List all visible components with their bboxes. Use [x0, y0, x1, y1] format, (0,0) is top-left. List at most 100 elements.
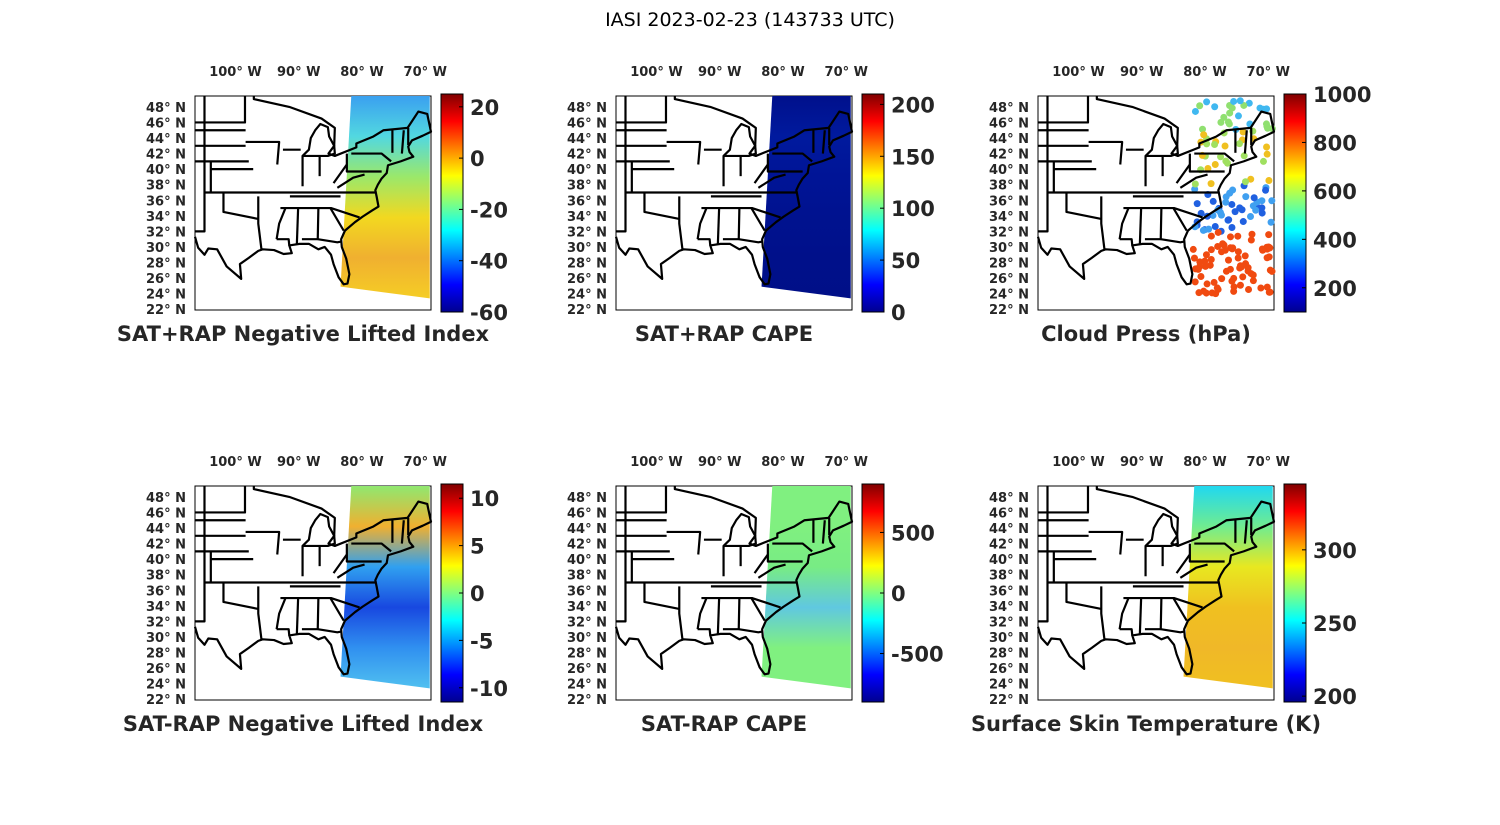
lat-tick-label: 38° N [989, 179, 1029, 194]
state-boundary [643, 582, 680, 611]
data-point [1257, 284, 1265, 292]
data-point [1200, 131, 1208, 139]
data-point [1224, 118, 1232, 126]
data-point [1249, 277, 1257, 285]
lat-tick-label: 42° N [146, 148, 186, 163]
lat-tick-label: 26° N [146, 272, 186, 287]
data-point [1203, 280, 1211, 288]
lat-tick-label: 28° N [567, 647, 607, 662]
state-boundary [821, 520, 826, 544]
data-point [1262, 186, 1270, 194]
lat-tick-label: 30° N [146, 631, 186, 646]
lat-tick-label: 30° N [989, 631, 1029, 646]
lat-tick-label: 46° N [567, 116, 607, 131]
data-point [1235, 140, 1243, 148]
state-boundary [678, 196, 684, 250]
data-point [1217, 153, 1225, 161]
state-boundary [317, 628, 342, 634]
state-boundary [1123, 596, 1203, 609]
data-point [1199, 125, 1207, 133]
data-point [1211, 223, 1219, 231]
state-boundary [195, 96, 206, 233]
colorbar [440, 93, 464, 313]
lat-tick-label: 44° N [989, 522, 1029, 537]
state-boundary [1172, 597, 1188, 622]
panel-title: SAT-RAP CAPE [641, 712, 807, 736]
data-point [1191, 107, 1199, 115]
colorbar-tick-label: -20 [470, 198, 508, 222]
lat-tick-label: 28° N [989, 647, 1029, 662]
colorbar-tick-label: 1000 [1313, 83, 1371, 107]
lat-tick-label: 22° N [989, 303, 1029, 318]
state-boundary [332, 553, 348, 574]
lat-tick-label: 22° N [989, 693, 1029, 708]
state-boundary [753, 163, 769, 184]
lat-tick-label: 24° N [567, 288, 607, 303]
data-swath [340, 486, 430, 689]
lon-tick-label: 70° W [404, 65, 447, 80]
state-boundary [696, 207, 708, 240]
data-point [1230, 97, 1238, 105]
panel-title: SAT-RAP Negative Lifted Index [123, 712, 484, 736]
colorbar-tick-label: 20 [470, 96, 499, 120]
lat-tick-label: 32° N [146, 225, 186, 240]
lat-tick-label: 46° N [567, 506, 607, 521]
data-point [1249, 271, 1257, 279]
lat-tick-label: 36° N [146, 194, 186, 209]
data-point [1202, 251, 1210, 259]
data-point [1228, 200, 1236, 208]
data-point [1240, 152, 1248, 160]
state-boundary [716, 598, 721, 634]
colorbar-tick-label: 0 [470, 147, 485, 171]
lat-tick-label: 38° N [567, 569, 607, 584]
panel-4: 100° W 90° W 80° W 70° W 48° N46° N44° N42° … [123, 455, 508, 736]
data-point [1258, 204, 1266, 212]
state-boundary [1188, 543, 1225, 563]
state-boundary [275, 207, 287, 240]
data-point [1217, 118, 1225, 126]
lat-tick-label: 44° N [567, 522, 607, 537]
lon-tick-label: 80° W [761, 65, 804, 80]
lat-tick-label: 22° N [567, 693, 607, 708]
state-boundary [329, 207, 345, 232]
lat-tick-label: 22° N [146, 303, 186, 318]
state-boundary [1179, 173, 1208, 189]
data-point [1263, 150, 1271, 158]
state-boundary [616, 486, 668, 514]
data-point [1263, 105, 1271, 113]
data-point [1224, 216, 1232, 224]
state-boundary [280, 596, 360, 609]
data-point [1265, 177, 1273, 185]
lat-tick-label: 48° N [146, 491, 186, 506]
data-point [1264, 124, 1272, 132]
lat-tick-label: 40° N [989, 553, 1029, 568]
data-point [1236, 281, 1244, 289]
state-boundary [643, 192, 680, 221]
state-boundary [753, 553, 769, 574]
lat-tick-label: 30° N [989, 241, 1029, 256]
lat-tick-label: 30° N [146, 241, 186, 256]
lat-tick-label: 46° N [146, 116, 186, 131]
data-point [1234, 254, 1242, 262]
colorbar-tick-label: 150 [891, 145, 935, 169]
data-point [1230, 274, 1238, 282]
data-point [1204, 164, 1212, 172]
data-point [1239, 273, 1247, 281]
lat-tick-label: 34° N [567, 600, 607, 615]
lat-tick-label: 24° N [567, 678, 607, 693]
colorbar-tick-label: 500 [891, 521, 935, 545]
lat-tick-label: 34° N [146, 600, 186, 615]
data-point [1247, 236, 1255, 244]
lon-tick-label: 80° W [1183, 65, 1226, 80]
lon-tick-label: 90° W [277, 65, 320, 80]
state-boundary [738, 238, 763, 244]
colorbar-tick-label: 400 [1313, 228, 1357, 252]
data-point [1228, 224, 1236, 232]
state-boundary [1160, 238, 1185, 244]
coastline [1036, 96, 1276, 286]
data-point [1234, 112, 1242, 120]
data-point [1210, 278, 1218, 286]
lat-tick-label: 24° N [146, 678, 186, 693]
lat-tick-label: 28° N [989, 257, 1029, 272]
lat-tick-label: 42° N [989, 148, 1029, 163]
